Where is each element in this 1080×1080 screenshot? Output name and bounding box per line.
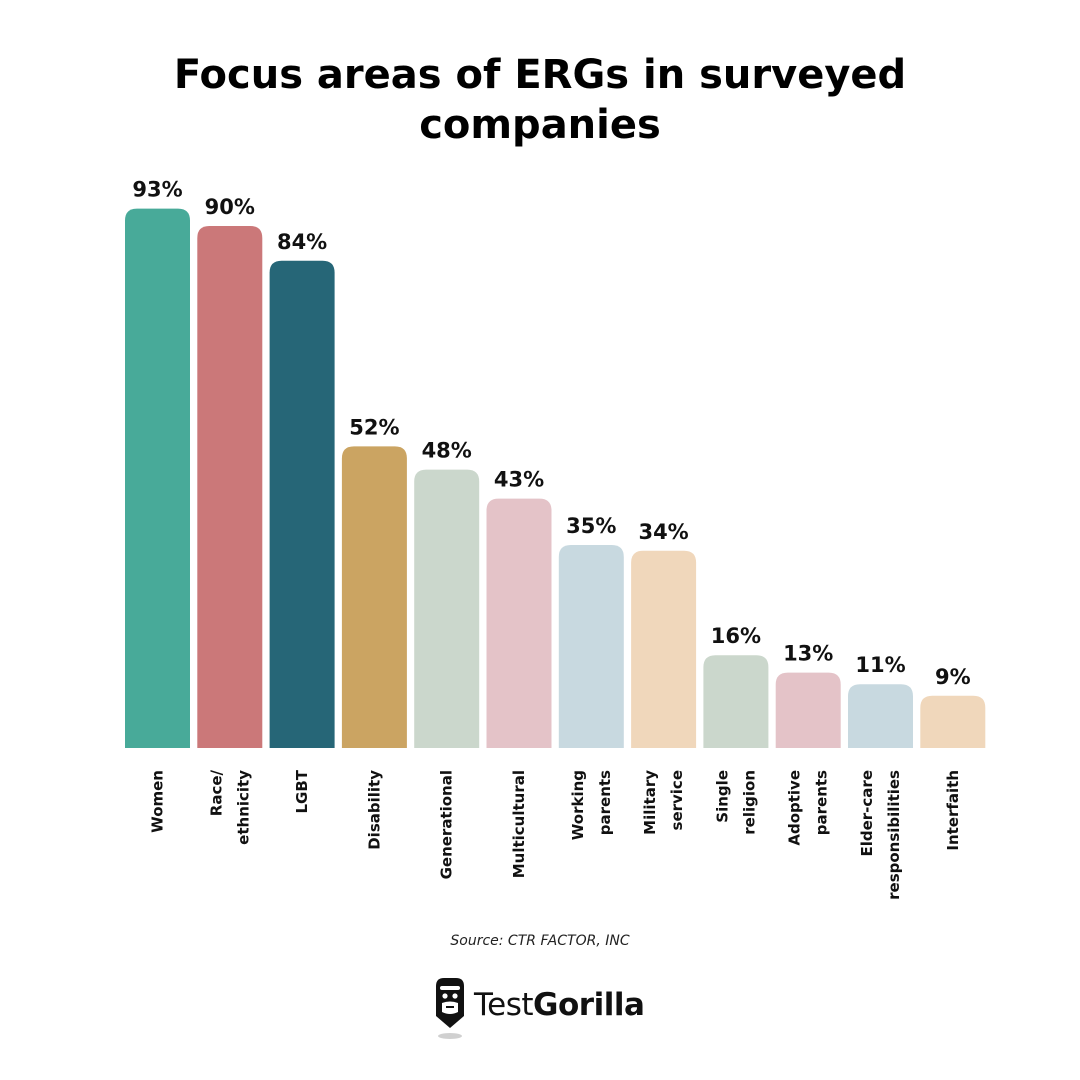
brand-logo: TestGorilla [432,976,645,1042]
category-label-disability: Disability [365,770,383,850]
category-label-line: Single [713,770,731,823]
category-label-line: service [668,770,686,830]
category-labels-group: Women Race/ethnicity LGBT Disability Generat… [149,769,962,900]
category-label-multicultural: Multicultural [510,770,528,878]
source-note: Source: CTR FACTOR, INC [450,933,630,949]
chart-title: Focus areas of ERGs in surveyed companie… [0,50,1080,150]
bar-multicultural [486,498,552,748]
category-label-single-religion: Single religion [713,770,758,835]
chart-title-line-2: companies [419,102,661,148]
bars-group [125,208,986,749]
bar-disability [341,446,407,748]
category-label-line: Working [569,770,587,840]
category-label-line: Interfaith [944,770,962,851]
bar-race-ethnicity [197,226,263,748]
value-label-multicultural: 43% [494,468,544,492]
brand-name: TestGorilla [474,987,645,1031]
category-label-line: parents [596,770,614,835]
value-label-race-ethnicity: 90% [205,195,255,219]
category-label-line: Race/ [207,769,225,816]
category-label-working-parents: Working parents [569,770,614,840]
category-label-elder-care-responsibilities: Elder-care responsibilities [858,770,903,900]
category-label-lgbt: LGBT [293,769,311,813]
chart-title-line-1: Focus areas of ERGs in surveyed [173,52,907,98]
brand-name-bold: Gorilla [533,987,645,1023]
value-labels-group: 93% 90% 84% 52% 48% 43% 35% 34% 16% 13% 11% 9% [132,178,970,689]
bar-working-parents [558,545,624,748]
value-label-lgbt: 84% [277,230,327,254]
category-label-interfaith: Interfaith [944,770,962,851]
category-label-line: Disability [365,770,383,850]
bar-adoptive-parents [775,672,841,748]
value-label-single-religion: 16% [711,624,761,648]
category-label-line: Multicultural [510,770,528,878]
category-label-line: ethnicity [234,770,252,845]
bar-interfaith [920,695,986,748]
category-label-line: parents [813,770,831,835]
value-label-interfaith: 9% [935,665,971,689]
category-label-line: religion [740,770,758,835]
category-label-line: Adoptive [786,770,804,846]
category-label-line: LGBT [293,769,311,813]
category-label-line: responsibilities [885,770,903,900]
value-label-adoptive-parents: 13% [783,642,833,666]
category-label-generational: Generational [438,770,456,879]
category-label-line: Military [641,770,659,835]
category-label-race-ethnicity: Race/ethnicity [207,769,252,844]
value-label-military-service: 34% [638,520,688,544]
bar-lgbt [269,260,335,748]
value-label-working-parents: 35% [566,514,616,538]
bar-elder-care-responsibilities [848,684,913,748]
category-label-line: Women [149,770,167,833]
value-label-women: 93% [132,178,182,202]
bar-generational [414,469,480,748]
category-label-military-service: Military service [641,770,686,835]
gorilla-icon [436,978,464,1039]
bar-women [125,208,190,749]
category-label-line: Elder-care [858,770,876,857]
category-label-adoptive-parents: Adoptive parents [786,770,831,846]
bar-military-service [631,550,697,748]
category-label-line: Generational [438,770,456,879]
category-label-women: Women [149,770,167,833]
bar-single-religion [703,655,769,748]
value-label-disability: 52% [349,415,399,439]
value-label-elder-care-responsibilities: 11% [855,653,905,677]
value-label-generational: 48% [422,439,472,463]
brand-name-light: Test [474,987,534,1023]
